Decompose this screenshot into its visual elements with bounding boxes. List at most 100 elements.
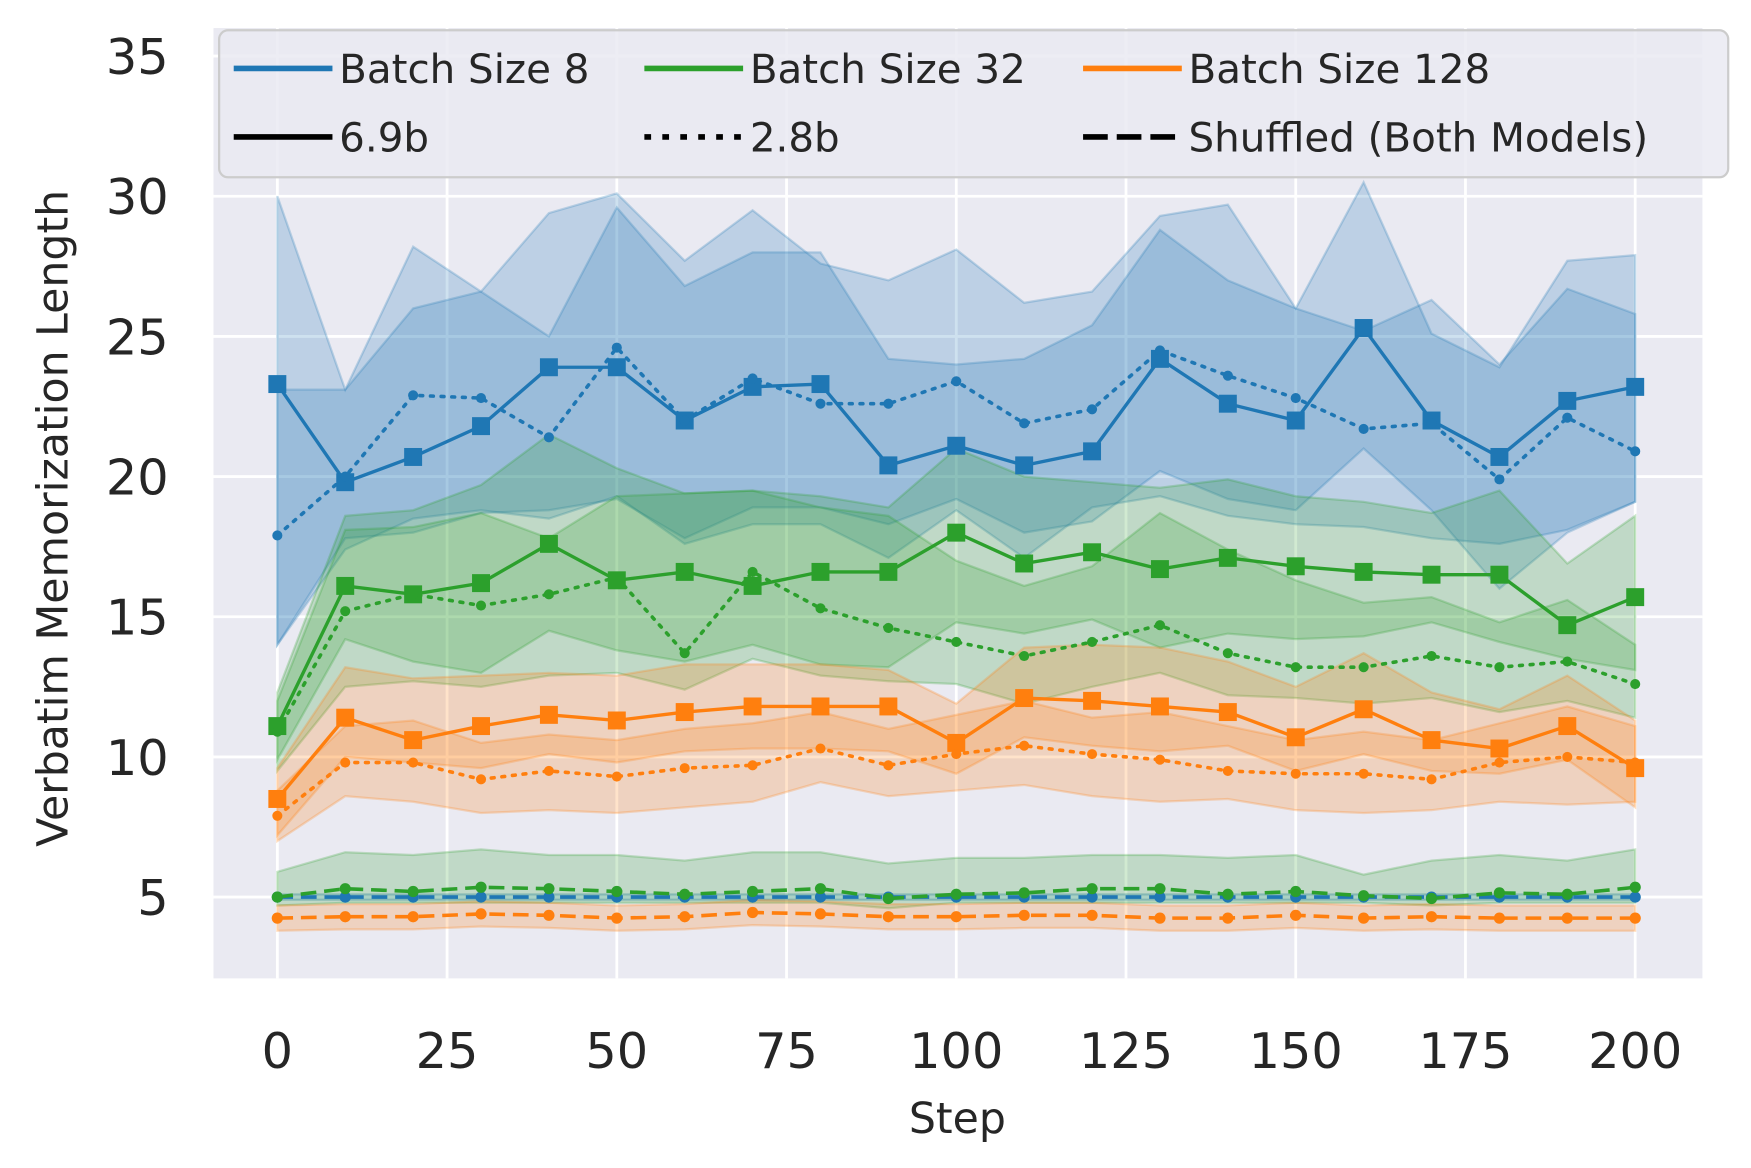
marker-batch-size-128-2-8b [1426, 774, 1437, 785]
marker-batch-size-32-shuffled [475, 881, 487, 893]
marker-batch-size-128-shuffled [814, 908, 827, 920]
legend-label: Batch Size 128 [1189, 46, 1491, 93]
y-tick-label: 15 [106, 589, 169, 647]
marker-batch-size-8-6-9b [1015, 456, 1034, 475]
marker-batch-size-128-shuffled [1018, 909, 1030, 921]
marker-batch-size-8-shuffled [1086, 891, 1098, 903]
marker-batch-size-8-2-8b [815, 398, 826, 409]
marker-batch-size-32-shuffled [1425, 892, 1438, 905]
marker-batch-size-32-6-9b [1083, 543, 1102, 562]
x-tick-label: 75 [755, 1022, 818, 1080]
marker-batch-size-8-2-8b [611, 342, 622, 353]
marker-batch-size-32-shuffled [746, 885, 759, 898]
legend-label: Shuffled (Both Models) [1189, 114, 1649, 161]
marker-batch-size-8-6-9b [1083, 442, 1102, 461]
x-tick-label: 125 [1079, 1022, 1173, 1080]
marker-batch-size-128-2-8b [1562, 751, 1573, 762]
marker-batch-size-8-6-9b [268, 375, 287, 394]
tick-labels: 0 25 50 75 100 125 150 175 200 5 10 15 20 25 30 35 [106, 28, 1682, 1080]
marker-batch-size-32-6-9b [675, 562, 694, 581]
band-batch-size-8-2-8b [276, 179, 1637, 649]
marker-batch-size-128-2-8b [679, 763, 690, 774]
marker-batch-size-32-shuffled [1154, 883, 1166, 895]
marker-batch-size-128-2-8b [340, 757, 351, 768]
marker-batch-size-32-shuffled [882, 892, 894, 905]
marker-batch-size-32-2-8b [679, 648, 690, 659]
marker-batch-size-8-6-9b [1286, 411, 1305, 430]
marker-batch-size-8-shuffled [814, 891, 827, 903]
marker-batch-size-32-2-8b [951, 636, 962, 648]
marker-batch-size-8-2-8b [475, 393, 487, 404]
x-tick-label: 175 [1418, 1022, 1512, 1080]
marker-batch-size-128-2-8b [1019, 740, 1030, 751]
marker-batch-size-32-2-8b [1087, 636, 1098, 648]
marker-batch-size-8-6-9b [947, 436, 966, 455]
marker-batch-size-128-6-9b [811, 697, 830, 716]
y-tick-label: 35 [106, 28, 169, 86]
marker-batch-size-32-2-8b [1154, 620, 1165, 631]
marker-batch-size-128-6-9b [1083, 691, 1102, 710]
marker-batch-size-32-6-9b [539, 534, 558, 553]
marker-batch-size-128-2-8b [747, 760, 758, 771]
marker-batch-size-128-shuffled [1290, 909, 1302, 921]
x-tick-label: 50 [585, 1022, 648, 1080]
marker-batch-size-8-6-9b [811, 375, 830, 394]
marker-batch-size-128-6-9b [1150, 697, 1169, 716]
marker-batch-size-32-6-9b [743, 576, 762, 595]
marker-batch-size-128-shuffled [271, 912, 283, 924]
marker-batch-size-128-6-9b [947, 733, 966, 752]
marker-batch-size-32-shuffled [1018, 887, 1030, 899]
marker-batch-size-8-2-8b [1290, 393, 1301, 404]
marker-batch-size-32-2-8b [408, 589, 419, 600]
band-batch-size-8-6-9b [276, 205, 1637, 649]
marker-batch-size-32-2-8b [1019, 650, 1030, 662]
legend-label: Batch Size 32 [750, 46, 1026, 93]
legend-label: 2.8b [750, 114, 840, 161]
marker-batch-size-128-6-9b [1354, 700, 1373, 719]
marker-batch-size-8-2-8b [1494, 474, 1505, 485]
marker-batch-size-32-2-8b [340, 606, 351, 617]
series-markers [268, 319, 1645, 924]
marker-batch-size-32-2-8b [272, 726, 283, 737]
marker-batch-size-128-shuffled [1629, 912, 1641, 924]
marker-batch-size-32-shuffled [1358, 890, 1370, 902]
marker-batch-size-32-shuffled [1290, 885, 1302, 898]
marker-batch-size-128-shuffled [543, 909, 555, 921]
marker-batch-size-32-2-8b [475, 600, 487, 611]
band-batch-size-128-2-8b [276, 699, 1637, 844]
x-tick-label: 150 [1249, 1022, 1343, 1080]
line-batch-size-128-shuffled [277, 910, 1636, 920]
marker-batch-size-8-shuffled [1154, 891, 1166, 903]
marker-batch-size-128-6-9b [539, 705, 558, 724]
marker-batch-size-128-2-8b [1630, 757, 1641, 768]
marker-batch-size-8-6-9b [879, 456, 898, 475]
marker-batch-size-32-shuffled [407, 885, 419, 898]
marker-batch-size-32-shuffled [1086, 883, 1098, 895]
marker-batch-size-128-shuffled [1154, 912, 1166, 924]
marker-batch-size-128-shuffled [1561, 912, 1573, 924]
marker-batch-size-32-6-9b [1354, 562, 1373, 581]
marker-batch-size-32-6-9b [1626, 588, 1645, 607]
marker-batch-size-8-2-8b [1222, 370, 1233, 381]
marker-batch-size-128-6-9b [336, 708, 355, 727]
marker-batch-size-32-shuffled [1629, 881, 1641, 893]
marker-batch-size-32-6-9b [1150, 560, 1169, 579]
marker-batch-size-32-2-8b [611, 572, 622, 583]
marker-batch-size-128-2-8b [1358, 768, 1369, 779]
marker-batch-size-128-shuffled [882, 911, 894, 923]
marker-batch-size-128-shuffled [611, 912, 623, 924]
marker-batch-size-128-6-9b [607, 711, 626, 730]
marker-batch-size-8-6-9b [1626, 377, 1645, 396]
marker-batch-size-128-2-8b [272, 810, 283, 821]
marker-batch-size-128-2-8b [611, 771, 622, 782]
marker-batch-size-32-shuffled [814, 883, 827, 895]
marker-batch-size-32-2-8b [1222, 648, 1233, 659]
marker-batch-size-8-2-8b [747, 373, 758, 384]
marker-batch-size-32-2-8b [747, 566, 758, 577]
x-tick-label: 0 [262, 1022, 293, 1080]
marker-batch-size-128-6-9b [1015, 689, 1034, 708]
legend-label: 6.9b [339, 114, 429, 161]
line-batch-size-32-shuffled [277, 885, 1636, 901]
marker-batch-size-32-2-8b [1426, 650, 1437, 662]
